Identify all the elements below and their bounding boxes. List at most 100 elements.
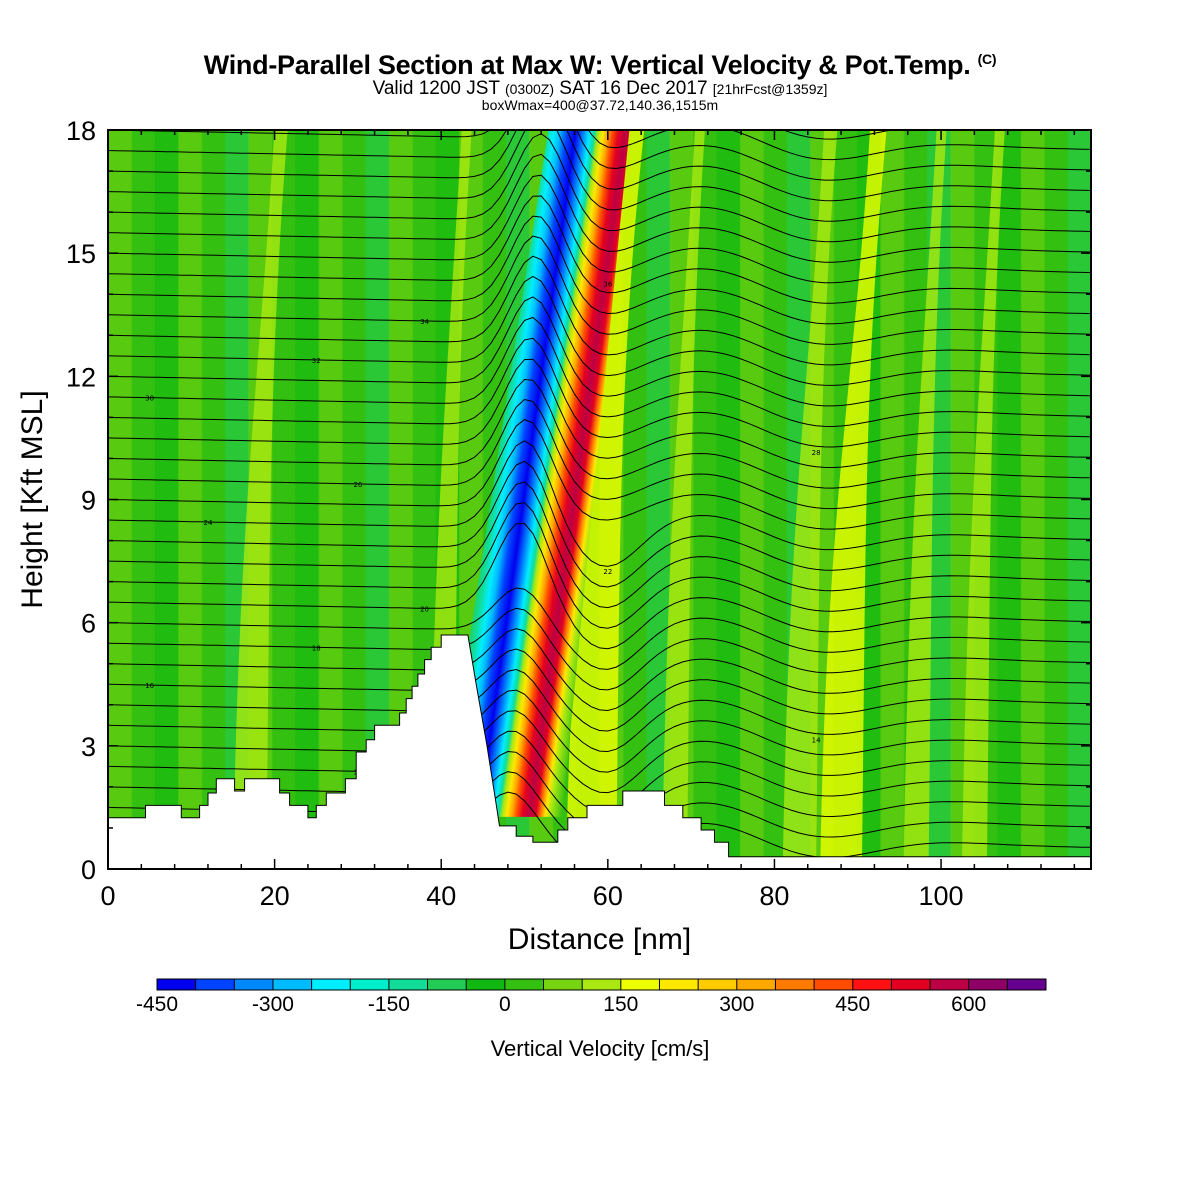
colorbar-tick-label: -300 (252, 993, 294, 1016)
contour-line (108, 689, 1091, 773)
contour-label: 34 (420, 318, 429, 326)
y-axis-label: Height [Kft MSL] (16, 390, 49, 608)
colorbar-cell (427, 979, 467, 990)
colorbar-cell (504, 979, 545, 990)
updraft-streak (961, 130, 1005, 869)
y-tick-label: 12 (66, 362, 96, 392)
x-tick-label: 20 (260, 881, 290, 911)
terrain (108, 635, 1091, 869)
colorbar-cell (543, 979, 583, 990)
colorbar-cell (234, 979, 274, 990)
contour-line (108, 130, 1091, 161)
contour-line (108, 587, 1091, 670)
contour-line (108, 153, 1091, 263)
colorbar-cell (620, 979, 660, 990)
colorbar-cell (350, 979, 390, 990)
contour-line (108, 130, 1091, 181)
field-band (1044, 130, 1069, 869)
contour-label: 36 (603, 281, 612, 289)
field-band (342, 130, 367, 869)
contour-label: 14 (812, 736, 821, 744)
updraft-streak (782, 130, 838, 869)
field-band (154, 130, 180, 869)
pot-temp-contours (108, 130, 1091, 869)
contour-line (108, 522, 1091, 650)
colorbar-tick-label: 300 (719, 993, 754, 1016)
colorbar-tick-label: 0 (499, 993, 511, 1016)
contour-label: 20 (420, 605, 429, 613)
colorbar-cell (1007, 979, 1047, 990)
x-tick-label: 0 (100, 881, 115, 911)
contour-label: 24 (204, 519, 213, 527)
colorbar-cell (659, 979, 699, 990)
chart-subtitle-2: boxWmax=400@37.72,140.36,1515m (481, 97, 719, 113)
colorbar-cell (852, 979, 892, 990)
y-tick-label: 0 (81, 855, 96, 885)
colorbar-cell (466, 979, 506, 990)
contour-label: 18 (312, 644, 321, 652)
field-band (997, 130, 1022, 869)
colorbar-cell (698, 979, 738, 990)
wave-jet (441, 130, 632, 817)
colorbar-cell (891, 979, 931, 990)
colorbar-label: Vertical Velocity [cm/s] (490, 1036, 710, 1061)
plot-clip: 1012141618202224262830323436 (108, 130, 1091, 869)
contour-line (108, 398, 1091, 510)
contour-line (108, 440, 1091, 567)
contour-line (108, 337, 1091, 448)
field-band (178, 130, 203, 869)
contour-line (108, 378, 1091, 489)
field-band (318, 130, 344, 869)
copyright-mark: (C) (977, 51, 997, 67)
colorbar-tick-label: 600 (951, 993, 986, 1016)
colorbar-cell (930, 979, 970, 990)
updraft-streak (232, 130, 288, 869)
contour-line (108, 607, 1091, 691)
colorbar-cell (157, 979, 197, 990)
colorbar-tick-label: -150 (368, 993, 410, 1016)
contour-label: 32 (312, 357, 321, 365)
contour-line (108, 275, 1091, 386)
colorbar-cell (195, 979, 235, 990)
contour-line (108, 358, 1091, 469)
colorbar: -450 -300 -150 0 150 300 450 600 (136, 978, 1047, 1016)
field-band (1020, 130, 1046, 869)
colorbar-cell (272, 979, 313, 990)
colorbar-cell (775, 979, 815, 990)
contour-line (108, 628, 1091, 712)
updraft-streak (903, 130, 947, 869)
colorbar-cell (968, 979, 1008, 990)
terrain-outline (108, 634, 1091, 858)
contour-label: 28 (812, 449, 821, 457)
contour-label: 16 (145, 682, 154, 690)
x-axis-label: Distance [nm] (508, 923, 691, 956)
y-tick-label: 6 (81, 609, 96, 639)
field-band (739, 130, 765, 869)
field-band (716, 130, 741, 869)
colorbar-cell (582, 979, 622, 990)
contour-line (108, 215, 1091, 325)
contour-line (108, 133, 1091, 243)
plot-area: 1012141618202224262830323436 (108, 130, 1091, 869)
colorbar-tick-label: 150 (603, 993, 638, 1016)
chart-subtitle: Valid 1200 JST (0300Z) SAT 16 Dec 2017 [… (372, 78, 828, 99)
field-band (131, 130, 156, 869)
contour-line (108, 235, 1091, 345)
updraft-streak (820, 130, 887, 869)
field-band (295, 130, 320, 869)
y-tick-label: 15 (66, 239, 96, 269)
contour-line (108, 460, 1091, 588)
colorbar-tick-label: -450 (136, 993, 178, 1016)
contour-line (108, 648, 1091, 732)
updraft-streak (661, 130, 705, 869)
title-block: Wind-Parallel Section at Max W: Vertical… (0, 44, 1200, 112)
chart-title: Wind-Parallel Section at Max W: Vertical… (203, 50, 997, 80)
field-band (1067, 130, 1091, 869)
colorbar-cell (814, 979, 854, 990)
contour-line (108, 130, 1091, 202)
contour-line (108, 174, 1091, 284)
contour-line (108, 316, 1091, 428)
y-tick-label: 3 (81, 732, 96, 762)
